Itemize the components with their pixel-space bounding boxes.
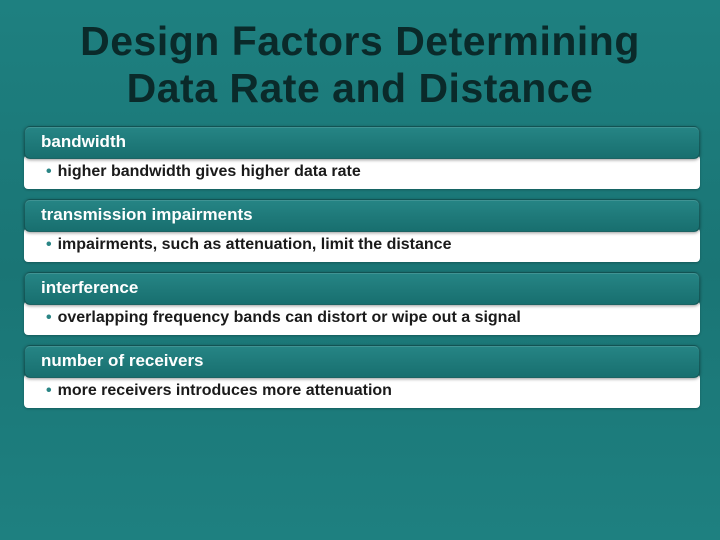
section-body-text: more receivers introduces more attenuati…: [58, 382, 392, 399]
section-header-label: bandwidth: [41, 132, 126, 151]
section-body: • higher bandwidth gives higher data rate: [24, 155, 700, 189]
section-header: transmission impairments: [24, 199, 700, 232]
section-body-text: overlapping frequency bands can distort …: [58, 309, 521, 326]
section-header-label: transmission impairments: [41, 205, 253, 224]
bullet-icon: •: [46, 309, 52, 326]
bullet-icon: •: [46, 382, 52, 399]
slide-title: Design Factors Determining Data Rate and…: [0, 0, 720, 120]
section-header-label: interference: [41, 278, 138, 297]
content-area: bandwidth • higher bandwidth gives higher…: [0, 120, 720, 408]
section-header: number of receivers: [24, 345, 700, 378]
section-body-text: impairments, such as attenuation, limit …: [58, 236, 452, 253]
section-header: bandwidth: [24, 126, 700, 159]
section-header: interference: [24, 272, 700, 305]
section-body: • more receivers introduces more attenuat…: [24, 374, 700, 408]
bullet-icon: •: [46, 236, 52, 253]
section-body: • overlapping frequency bands can distort…: [24, 301, 700, 335]
title-line-1: Design Factors Determining: [80, 18, 640, 64]
section-body-text: higher bandwidth gives higher data rate: [58, 163, 361, 180]
title-line-2: Data Rate and Distance: [127, 65, 594, 111]
section-header-label: number of receivers: [41, 351, 204, 370]
section-body: • impairments, such as attenuation, limit…: [24, 228, 700, 262]
bullet-icon: •: [46, 163, 52, 180]
